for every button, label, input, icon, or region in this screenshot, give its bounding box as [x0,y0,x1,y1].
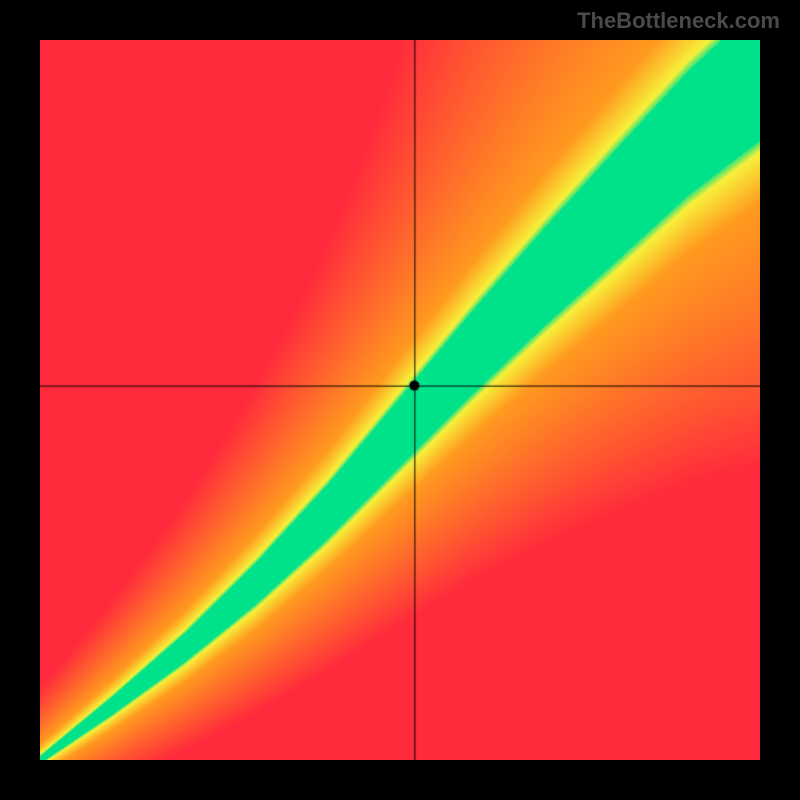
plot-area [40,40,760,760]
chart-container: TheBottleneck.com [0,0,800,800]
watermark-text: TheBottleneck.com [577,8,780,34]
heatmap-canvas [40,40,760,760]
